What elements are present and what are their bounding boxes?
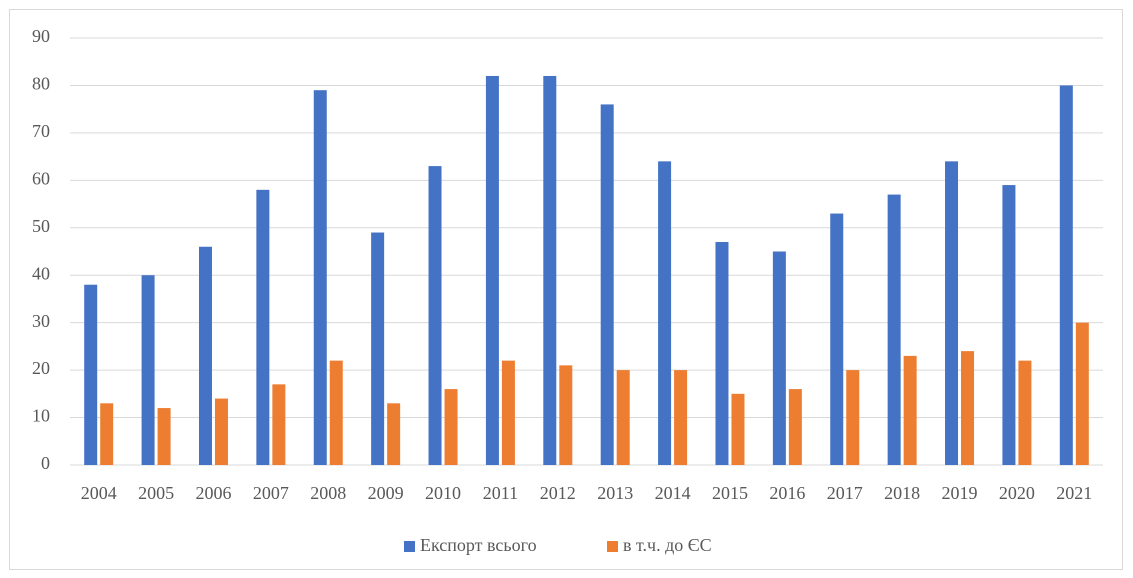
bar <box>485 75 499 465</box>
y-tick-label: 30 <box>32 311 50 331</box>
bar <box>945 161 959 465</box>
bar <box>444 389 458 465</box>
bar <box>214 398 228 465</box>
x-tick-label: 2009 <box>368 483 404 503</box>
x-tick-label: 2013 <box>597 483 633 503</box>
bar <box>830 213 844 465</box>
x-tick-label: 2018 <box>884 483 920 503</box>
x-tick-label: 2011 <box>483 483 518 503</box>
bar <box>100 403 114 465</box>
x-tick-label: 2007 <box>253 483 289 503</box>
legend-swatch <box>404 541 415 552</box>
bar <box>616 370 630 465</box>
bar <box>846 370 860 465</box>
bar <box>1059 85 1073 465</box>
bar <box>501 360 515 465</box>
y-tick-label: 60 <box>32 168 50 188</box>
x-tick-label: 2005 <box>138 483 174 503</box>
bar <box>715 242 729 465</box>
x-tick-label: 2014 <box>655 483 691 503</box>
y-tick-label: 80 <box>32 74 50 94</box>
bar <box>1075 322 1089 465</box>
y-tick-label: 40 <box>32 263 50 283</box>
bar <box>1002 185 1016 466</box>
bar <box>1018 360 1032 465</box>
y-tick-label: 10 <box>32 406 50 426</box>
bar <box>961 351 975 465</box>
x-tick-label: 2016 <box>769 483 805 503</box>
x-tick-label: 2021 <box>1056 483 1092 503</box>
chart-frame <box>9 9 1123 570</box>
bar <box>198 246 212 465</box>
bar <box>141 275 155 465</box>
y-tick-label: 20 <box>32 358 50 378</box>
x-tick-label: 2008 <box>310 483 346 503</box>
bar <box>428 166 442 465</box>
bar <box>256 189 270 466</box>
x-tick-label: 2017 <box>827 483 863 503</box>
bar <box>903 355 917 465</box>
bar <box>272 384 286 465</box>
bar <box>731 393 745 465</box>
legend-label: Експорт всього <box>420 535 537 555</box>
y-tick-label: 70 <box>32 121 50 141</box>
bar <box>559 365 573 465</box>
x-tick-label: 2004 <box>81 483 117 503</box>
legend-label: в т.ч. до ЄС <box>623 535 712 555</box>
y-tick-label: 90 <box>32 26 50 46</box>
bar <box>329 360 343 465</box>
bar <box>313 90 327 465</box>
bar <box>772 251 786 465</box>
bar <box>157 408 171 465</box>
x-tick-label: 2006 <box>195 483 231 503</box>
bar <box>543 75 557 465</box>
x-tick-label: 2015 <box>712 483 748 503</box>
x-tick-label: 2019 <box>942 483 978 503</box>
y-tick-label: 50 <box>32 216 50 236</box>
bar <box>371 232 385 465</box>
legend-swatch <box>607 541 618 552</box>
bar <box>387 403 401 465</box>
bar <box>84 284 98 465</box>
y-tick-label: 0 <box>41 453 50 473</box>
x-tick-label: 2020 <box>999 483 1035 503</box>
bar <box>887 194 901 466</box>
x-tick-label: 2010 <box>425 483 461 503</box>
bar <box>788 389 802 465</box>
bar <box>658 161 672 465</box>
x-tick-label: 2012 <box>540 483 576 503</box>
bar <box>600 104 614 465</box>
bar <box>674 370 688 465</box>
